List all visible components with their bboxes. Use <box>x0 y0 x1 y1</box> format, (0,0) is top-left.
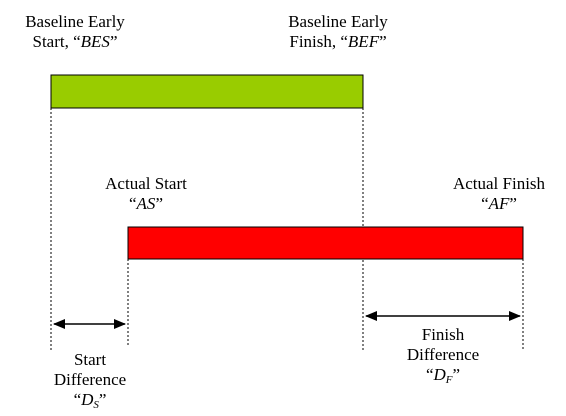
actual-start-line2: “AS” <box>129 194 163 213</box>
finish-difference-line1: Finish <box>421 325 465 344</box>
baseline-finish-line1: Baseline Early <box>288 12 388 31</box>
actual-finish-line2: “AF” <box>481 194 517 213</box>
actual-start-line1: Actual Start <box>105 174 187 193</box>
baseline-start-line2: Start, “BES” <box>32 32 118 51</box>
baseline-finish-line2: Finish, “BEF” <box>289 32 387 51</box>
finish-difference-line3: “DF” <box>425 365 461 386</box>
finish-difference-label: Finish Difference “DF” <box>383 325 503 390</box>
actual-finish-label: Actual Finish “AF” <box>434 174 564 214</box>
baseline-start-label: Baseline Early Start, “BES” <box>0 12 155 52</box>
start-difference-line2: Difference <box>53 370 127 389</box>
actual-start-label: Actual Start “AS” <box>76 174 216 214</box>
start-difference-line3: “DS” <box>73 390 107 411</box>
baseline-bar <box>50 74 364 109</box>
finish-difference-line2: Difference <box>406 345 480 364</box>
start-difference-label: Start Difference “DS” <box>30 350 150 415</box>
actual-finish-line1: Actual Finish <box>452 174 546 193</box>
start-difference-line1: Start <box>73 350 107 369</box>
baseline-start-line1: Baseline Early <box>25 12 125 31</box>
baseline-finish-label: Baseline Early Finish, “BEF” <box>258 12 418 52</box>
actual-bar <box>127 226 524 260</box>
